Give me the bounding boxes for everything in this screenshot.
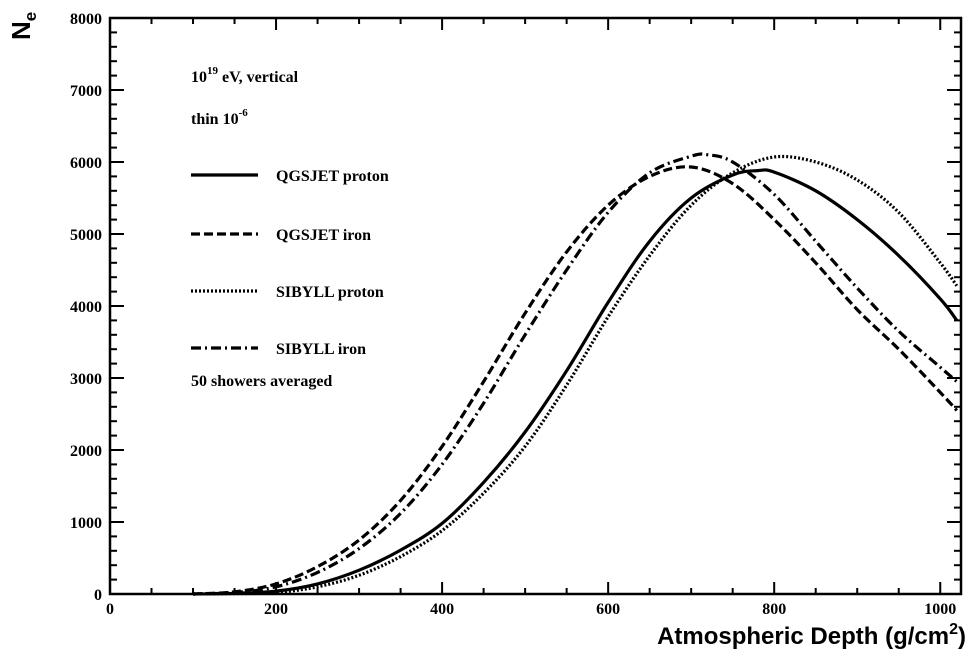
x-tick-label: 400 xyxy=(430,601,454,618)
x-tick-label: 800 xyxy=(762,601,786,618)
series-lines xyxy=(192,152,959,596)
y-axis-title-main: N xyxy=(6,21,36,40)
x-tick-label: 1000 xyxy=(924,601,956,618)
annotation-energy-exp: 19 xyxy=(207,65,219,77)
y-tick-label: 6000 xyxy=(70,155,102,172)
x-tick-label: 600 xyxy=(596,601,620,618)
x-axis-title: Atmospheric Depth (g/cm2) xyxy=(657,621,966,650)
x-tick-label: 200 xyxy=(264,601,288,618)
y-tick-label: 5000 xyxy=(70,227,102,244)
legend-label-qgsjet-proton: QGSJET proton xyxy=(276,168,389,185)
annotation-thin-exp: -6 xyxy=(239,107,249,119)
y-tick-label: 3000 xyxy=(70,371,102,388)
series-line-qgsjet-iron xyxy=(192,165,958,596)
ticks xyxy=(109,17,961,595)
legend-label-sibyll-iron: SIBYLL iron xyxy=(276,341,366,358)
x-tick-label: 0 xyxy=(106,601,114,618)
y-tick-label: 8000 xyxy=(70,11,102,28)
annotation-energy-rest: eV, vertical xyxy=(218,69,299,86)
y-tick-label: 1000 xyxy=(70,515,102,532)
x-axis-title-main: Atmospheric Depth (g/cm xyxy=(657,623,949,650)
annotation-thin-base: thin 10 xyxy=(191,111,239,128)
x-axis-title-sup: 2 xyxy=(949,621,958,638)
annotation-energy-base: 10 xyxy=(191,69,207,86)
x-axis-title-close: ) xyxy=(958,623,966,650)
y-tick-label: 0 xyxy=(94,587,102,604)
y-axis-title: Ne xyxy=(6,12,40,40)
y-tick-label: 4000 xyxy=(70,299,102,316)
y-axis-title-sub: e xyxy=(21,12,40,21)
series-line-sibyll-proton xyxy=(192,154,959,596)
legend-label-sibyll-proton: SIBYLL proton xyxy=(276,284,384,301)
legend-label-qgsjet-iron: QGSJET iron xyxy=(276,227,371,244)
tick-labels: 0 200 400 600 800 1000 0 1000 2000 3000 4000 5000 60… xyxy=(70,11,956,618)
series-line-qgsjet-proton xyxy=(192,168,959,596)
y-tick-label: 7000 xyxy=(70,83,102,100)
annotation-thin: thin 10-6 xyxy=(191,107,248,128)
plot-frame xyxy=(108,16,963,596)
legend-lines xyxy=(191,173,258,350)
series-line-sibyll-iron xyxy=(192,152,958,596)
annotation-energy: 1019 eV, vertical xyxy=(191,65,299,86)
annotation-showers: 50 showers averaged xyxy=(191,373,332,390)
y-tick-label: 2000 xyxy=(70,443,102,460)
